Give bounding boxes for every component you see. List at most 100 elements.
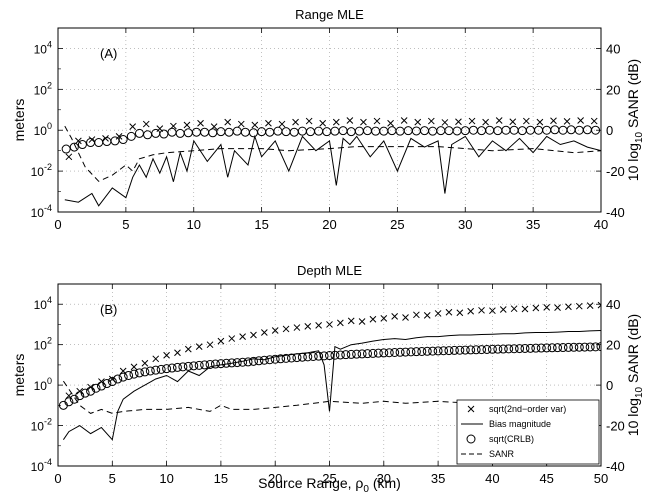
crlb-marker [314, 351, 324, 361]
crlb-marker [373, 348, 383, 358]
crlb-marker [200, 360, 210, 370]
crlb-marker [91, 383, 101, 393]
y-tick-base: 10 [34, 298, 48, 312]
var-marker [455, 118, 462, 126]
crlb-marker [151, 365, 161, 375]
crlb-marker [455, 345, 465, 355]
crlb-marker [341, 350, 351, 360]
crlb-marker [335, 350, 345, 360]
var-marker [206, 341, 214, 349]
var-marker [358, 318, 366, 325]
var-marker [282, 325, 290, 333]
x-tick-label: 35 [431, 471, 445, 486]
var-marker [130, 363, 138, 371]
crlb-marker [536, 343, 546, 353]
var-marker [565, 303, 572, 311]
y-tick-label: 100 [34, 376, 52, 393]
crlb-marker [487, 344, 497, 354]
var-marker [387, 119, 394, 127]
var-marker [499, 306, 507, 313]
var-marker [237, 120, 245, 128]
var-marker [75, 137, 82, 145]
crlb-marker [243, 357, 253, 367]
var-marker [337, 319, 344, 327]
var-marker [197, 119, 204, 127]
x-tick-label: 40 [594, 217, 608, 232]
var-marker [195, 343, 203, 350]
x-tick-label: 10 [187, 217, 201, 232]
y-tick-exponent: 2 [47, 336, 52, 346]
crlb-marker [422, 346, 432, 356]
crlb-marker [221, 358, 231, 368]
crlb-marker [96, 381, 106, 391]
crlb-marker [531, 343, 541, 353]
var-marker [543, 304, 551, 311]
y-tick-label: 104 [34, 39, 52, 56]
var-marker [217, 337, 225, 345]
var-marker [346, 117, 354, 124]
var-marker [456, 309, 464, 317]
var-marker [332, 118, 340, 126]
y-axis-label: meters [11, 354, 27, 397]
crlb-marker [395, 347, 405, 357]
var-marker [163, 351, 170, 359]
var-marker [265, 119, 272, 127]
bias-line [64, 134, 601, 207]
var-marker [326, 321, 333, 328]
x-tick-label: 20 [322, 217, 336, 232]
crlb-marker [547, 343, 557, 353]
y-tick-base: 10 [34, 124, 48, 138]
var-marker [563, 118, 571, 125]
crlb-marker [254, 356, 264, 366]
var-marker [522, 117, 530, 125]
crlb-marker [553, 343, 563, 353]
var-marker [315, 322, 322, 329]
y-tick-label: 102 [34, 80, 52, 97]
crlb-marker [194, 360, 204, 370]
y-tick-label: 10-4 [31, 457, 52, 474]
crlb-marker [102, 379, 112, 389]
var-marker [423, 312, 431, 319]
var-marker [250, 331, 257, 339]
y-tick-exponent: 4 [47, 295, 52, 305]
var-marker [369, 315, 377, 323]
crlb-marker [460, 345, 470, 355]
y-right-tick-label: 20 [606, 338, 620, 353]
var-marker [115, 133, 123, 140]
crlb-marker [248, 356, 258, 366]
crlb-marker [525, 343, 535, 353]
y-tick-base: 10 [34, 379, 48, 393]
crlb-marker [542, 343, 552, 353]
crlb-marker [238, 357, 248, 367]
var-marker [427, 117, 435, 125]
crlb-marker [428, 346, 438, 356]
crlb-marker [77, 140, 87, 150]
var-marker [510, 305, 518, 313]
crlb-marker [563, 342, 573, 352]
crlb-marker [183, 361, 193, 371]
var-marker [129, 123, 137, 130]
bias-line [62, 330, 601, 441]
y-tick-label: 10-4 [31, 203, 52, 220]
y-tick-label: 10-2 [31, 162, 52, 179]
y-right-tick-label: -20 [606, 164, 625, 179]
y-right-tick-label: 40 [606, 297, 620, 312]
crlb-marker [227, 358, 237, 368]
var-marker [550, 117, 557, 125]
var-marker [293, 324, 301, 331]
crlb-marker [232, 358, 242, 368]
crlb-marker [216, 359, 226, 369]
y-tick-exponent: 0 [47, 376, 52, 386]
chart-title: Depth MLE [297, 263, 362, 278]
x-axis-label: Source Range, ρ0 (km) [258, 475, 401, 495]
crlb-marker [64, 397, 74, 407]
range-mle-panel: 0 5 10 15 20 25 30 35 4010-410-2100102104-40-200… [11, 7, 645, 232]
crlb-marker [286, 353, 296, 363]
x-tick-label: 20 [268, 471, 282, 486]
crlb-marker [411, 347, 421, 357]
crlb-marker [134, 368, 144, 378]
y-tick-label: 104 [34, 295, 52, 312]
var-marker [239, 333, 246, 340]
x-tick-label: 35 [526, 217, 540, 232]
crlb-marker [569, 342, 579, 352]
